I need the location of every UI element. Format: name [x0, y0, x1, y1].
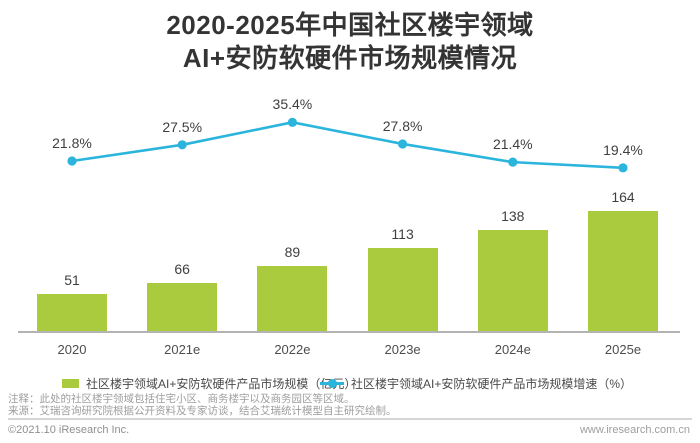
line-value-label-2022e: 35.4% — [272, 96, 313, 113]
bar-value-label-2022e: 89 — [284, 244, 301, 261]
bar-value-label-2021e: 66 — [174, 261, 190, 278]
line-value-label-2025e: 19.4% — [603, 141, 643, 158]
legend-item-market-size: 社区楼宇领域AI+安防软硬件产品市场规模（亿元） — [62, 375, 356, 391]
line-value-label-2024e: 21.4% — [492, 136, 533, 153]
line-value-label-2023e: 27.8% — [382, 117, 423, 134]
bar-value-label-2023e: 113 — [391, 226, 414, 243]
bar-2025e — [588, 210, 658, 332]
copyright-text: ©2021.10 iResearch Inc. — [8, 424, 130, 436]
website-text: www.iresearch.com.cn — [579, 424, 690, 436]
chart-title: 2020-2025年中国社区楼宇领域 AI+安防软硬件市场规模情况 — [0, 9, 700, 75]
bar-2021e — [147, 283, 218, 332]
x-axis-label-2020: 2020 — [57, 342, 87, 357]
bar-2022e — [257, 266, 328, 332]
bar-value-label-2024e: 138 — [501, 207, 525, 224]
line-legend-label: 社区楼宇领域AI+安防软硬件产品市场规模增速（%） — [351, 376, 633, 391]
footnote-source: 来源：艾瑞咨询研究院根据公开资料及专家访谈，结合艾瑞统计模型自主研究绘制。 — [8, 405, 397, 417]
growth-line-point-2023e — [398, 139, 408, 149]
bar-2020 — [37, 294, 107, 332]
chart-title-line2: AI+安防软硬件市场规模情况 — [182, 43, 518, 73]
x-axis-label-2021e: 2021e — [164, 342, 201, 357]
growth-line-point-2021e — [177, 140, 187, 150]
x-axis-label-2023e: 2023e — [384, 342, 421, 357]
line-legend-dot-icon — [328, 378, 337, 388]
bar-2024e — [477, 229, 548, 332]
footnote-note: 注释：此处的社区楼宇领域包括住宅小区、商务楼宇以及商务园区等区域。 — [8, 393, 355, 405]
footer-divider — [8, 418, 692, 420]
x-axis-label-2025e: 2025e — [604, 342, 642, 357]
bar-value-label-2020: 51 — [64, 272, 80, 289]
growth-line-point-2020 — [67, 156, 77, 166]
bar-legend-swatch-icon — [62, 378, 79, 388]
line-legend-swatch-icon — [320, 378, 344, 388]
bar-2023e — [367, 248, 438, 332]
legend-item-growth-rate: 社区楼宇领域AI+安防软硬件产品市场规模增速（%） — [320, 375, 632, 391]
x-axis-label-2022e: 2022e — [274, 342, 311, 357]
chart-title-line1: 2020-2025年中国社区楼宇领域 — [166, 10, 534, 40]
x-axis-line — [18, 331, 680, 333]
growth-line-point-2024e — [508, 157, 518, 167]
bar-legend-label: 社区楼宇领域AI+安防软硬件产品市场规模（亿元） — [86, 376, 357, 391]
x-axis-label-2024e: 2024e — [494, 342, 531, 357]
line-value-label-2020: 21.8% — [52, 135, 92, 151]
line-value-label-2021e: 27.5% — [162, 118, 203, 135]
growth-line-point-2022e — [287, 117, 297, 127]
bar-value-label-2025e: 164 — [611, 188, 635, 205]
growth-line-point-2025e — [618, 163, 628, 173]
